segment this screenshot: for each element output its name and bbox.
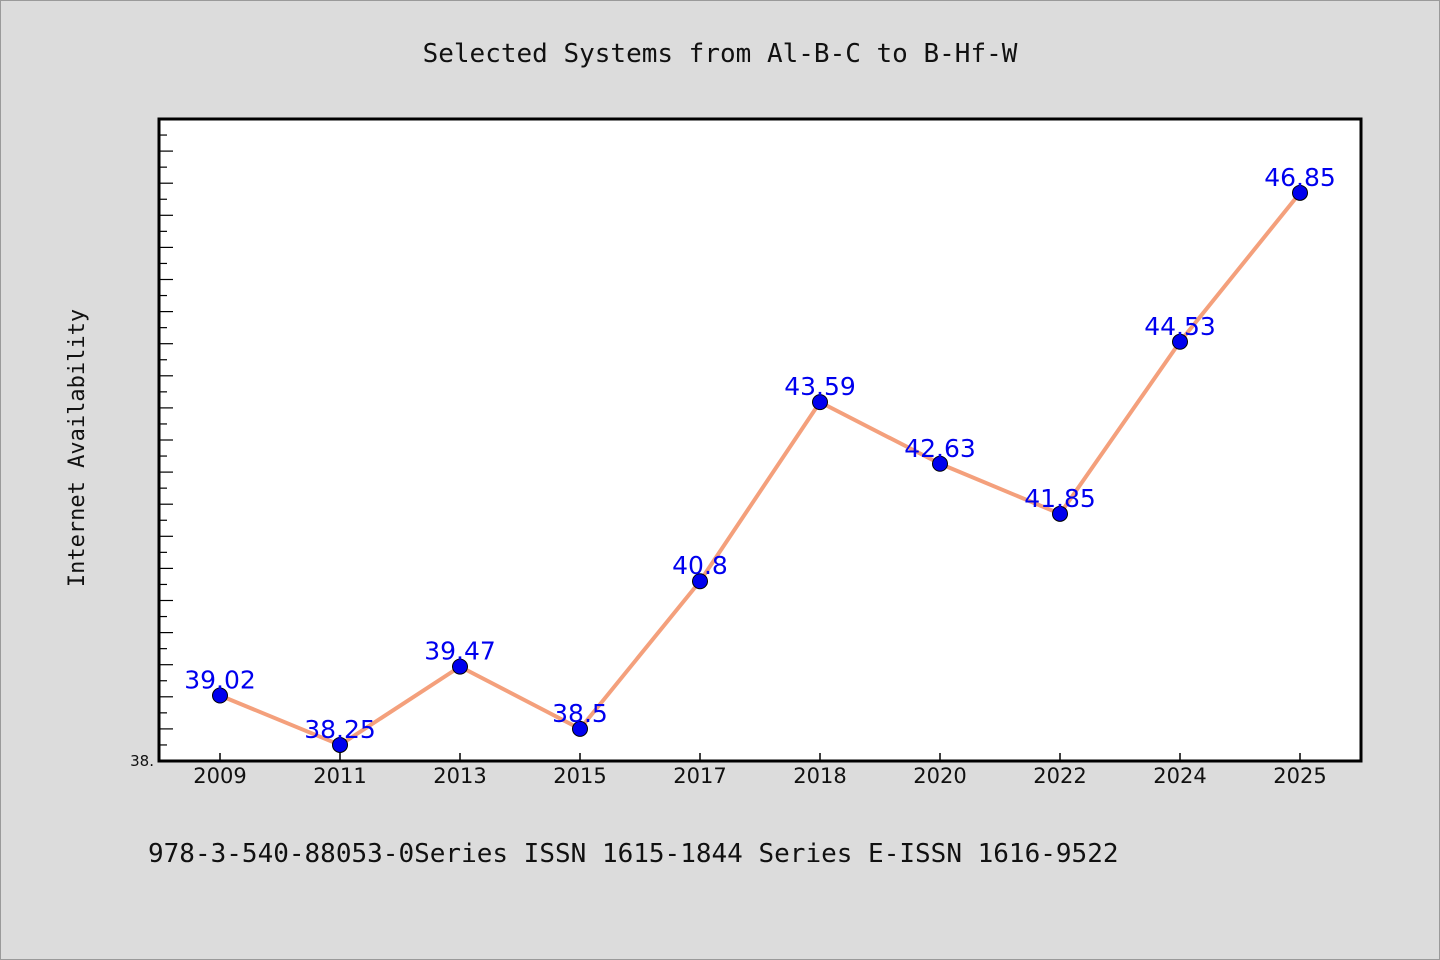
x-tick-label: 2017 bbox=[673, 764, 726, 788]
data-label: 43.59 bbox=[784, 372, 856, 401]
data-point bbox=[572, 720, 588, 737]
chart-title: Selected Systems from Al-B-C to B-Hf-W bbox=[423, 39, 1018, 69]
series-line-group bbox=[219, 191, 1302, 747]
series-line bbox=[219, 191, 1302, 747]
x-tick-label: 2015 bbox=[553, 764, 606, 788]
x-tick-label: 2013 bbox=[433, 764, 486, 788]
x-tick-label: 2022 bbox=[1033, 764, 1086, 788]
data-label: 39.47 bbox=[424, 637, 496, 666]
footer-isbn-text: 978-3-540-88053-0Series ISSN 1615-1844 S… bbox=[148, 839, 1119, 869]
x-tick-label: 2009 bbox=[193, 764, 246, 788]
x-tick-label: 2025 bbox=[1273, 764, 1326, 788]
data-label: 44.53 bbox=[1144, 312, 1216, 341]
data-label: 46.85 bbox=[1264, 163, 1336, 192]
y-axis-label: Internet Availability bbox=[65, 309, 90, 587]
data-point bbox=[1172, 333, 1188, 350]
x-tick-label: 2024 bbox=[1153, 764, 1206, 788]
data-label: 39.02 bbox=[184, 666, 256, 695]
data-point bbox=[212, 687, 228, 704]
data-label: 42.63 bbox=[904, 434, 976, 463]
data-labels: 39.02 38.25 39.47 38.5 40.8 43.59 42.63 41.85 44… bbox=[184, 163, 1336, 744]
x-tick-label: 2018 bbox=[793, 764, 846, 788]
plot-area bbox=[157, 117, 1363, 763]
y-axis-ticks bbox=[159, 118, 173, 762]
data-points bbox=[212, 184, 1308, 753]
data-point bbox=[452, 658, 468, 675]
y-tick-label: 38. bbox=[130, 752, 154, 770]
x-tick-label: 2020 bbox=[913, 764, 966, 788]
data-point bbox=[332, 736, 348, 753]
data-label: 41.85 bbox=[1024, 484, 1096, 513]
data-point bbox=[1052, 505, 1068, 522]
data-point bbox=[932, 455, 948, 472]
data-point bbox=[812, 394, 828, 411]
x-tick-label: 2011 bbox=[313, 764, 366, 788]
x-axis-ticks: 2009 2011 2013 2015 2017 2018 2020 2022 2024 2025 bbox=[193, 753, 1327, 788]
data-point bbox=[1292, 184, 1308, 201]
data-point bbox=[692, 573, 708, 590]
data-label: 38.25 bbox=[304, 715, 376, 744]
data-label: 40.8 bbox=[672, 551, 728, 580]
data-label: 38.5 bbox=[552, 699, 608, 728]
